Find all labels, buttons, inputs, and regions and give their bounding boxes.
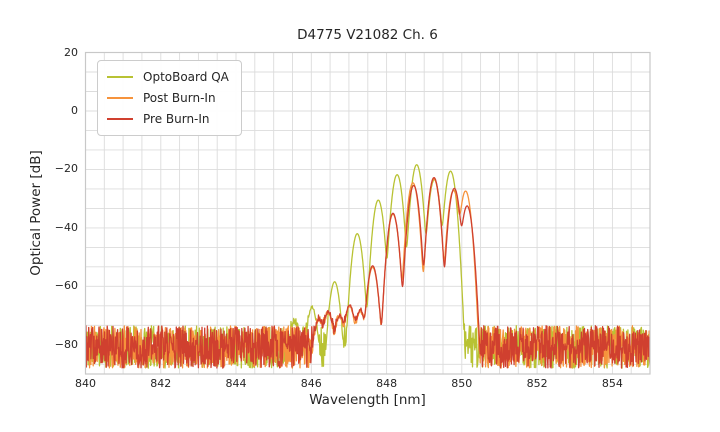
x-axis-label: Wavelength [nm] [309, 392, 426, 408]
x-tick-label: 850 [451, 377, 473, 390]
legend-line-swatch [107, 75, 133, 79]
y-tick-label: −20 [54, 162, 78, 176]
x-tick-label: 846 [300, 377, 322, 390]
y-tick-label: 20 [64, 45, 78, 59]
legend-item-post-burn-in: Post Burn-In [107, 91, 229, 105]
y-tick-label: 0 [71, 104, 78, 117]
legend-item-pre-burn-in: Pre Burn-In [107, 112, 229, 126]
x-tick-label: 844 [225, 377, 247, 390]
x-tick-label: 852 [526, 377, 548, 390]
spectra-curves [85, 164, 650, 369]
legend: OptoBoard QA Post Burn-In Pre Burn-In [97, 60, 242, 136]
legend-line-swatch [107, 96, 133, 100]
x-tick-label: 854 [601, 377, 623, 390]
plot-frame [84, 51, 651, 375]
y-tick-label: −40 [54, 220, 78, 234]
y-tick-label: −60 [54, 279, 78, 293]
x-tick-label: 842 [150, 377, 172, 390]
legend-item-optoboard-qa: OptoBoard QA [107, 70, 229, 84]
x-tick-label: 840 [75, 377, 96, 390]
chart-title: D4775 V21082 Ch. 6 [297, 27, 438, 43]
legend-label: OptoBoard QA [143, 70, 229, 84]
legend-label: Pre Burn-In [143, 112, 210, 126]
y-tick-label: −80 [54, 337, 78, 351]
x-tick-label: 848 [376, 377, 398, 390]
series-line-pre-burn-in [85, 176, 650, 369]
legend-line-swatch [107, 117, 133, 121]
legend-label: Post Burn-In [143, 91, 216, 105]
